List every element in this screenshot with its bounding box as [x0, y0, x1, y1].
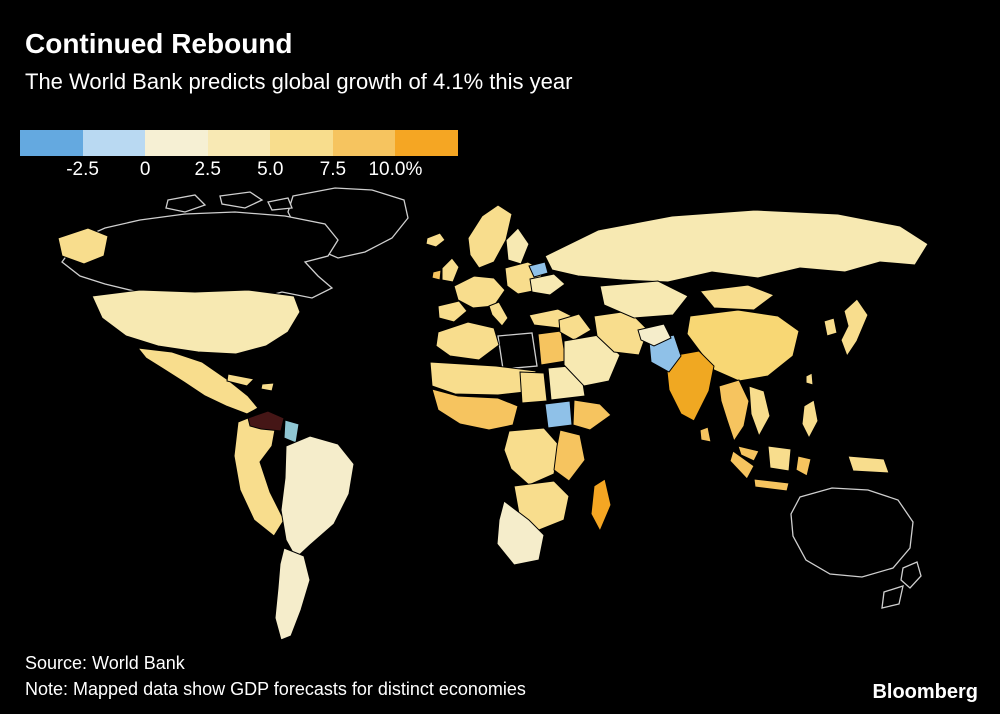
region-ukraine	[529, 273, 566, 296]
note-line: Note: Mapped data show GDP forecasts for…	[25, 679, 526, 699]
region-australia	[790, 487, 914, 578]
region-new-zealand	[881, 585, 904, 609]
region-malaysia	[737, 445, 760, 462]
region-brazil	[280, 435, 355, 559]
region-east-africa	[553, 429, 586, 482]
region-new-guinea	[847, 455, 890, 474]
region-korea	[823, 317, 838, 337]
region-sumatra	[729, 450, 755, 480]
region-iceland	[425, 232, 446, 248]
region-madagascar	[590, 478, 612, 533]
chart-header: Continued Rebound The World Bank predict…	[25, 28, 572, 96]
legend-color-segment	[20, 130, 83, 156]
chart-footer: Source: World Bank Note: Mapped data sho…	[25, 650, 526, 702]
region-italy	[488, 301, 509, 327]
region-russia	[544, 209, 929, 283]
region-west-africa	[431, 388, 519, 431]
region-new-zealand	[900, 561, 922, 589]
region-india	[666, 350, 715, 422]
region-finland	[505, 227, 530, 265]
region-morocco-algeria	[435, 321, 500, 361]
legend-tick: -2.5	[66, 159, 99, 180]
region-vietnam-laos	[748, 385, 771, 438]
region-drc	[503, 427, 560, 486]
legend-tick-labels: -2.5 0 2.5 5.0 7.5 10.0%	[20, 156, 458, 182]
legend-tick: 10.0%	[368, 159, 423, 180]
source-line: Source: World Bank	[25, 653, 185, 673]
region-uk	[441, 257, 460, 283]
region-south-sudan	[544, 400, 573, 429]
legend-color-segment	[395, 130, 459, 156]
region-ireland	[431, 269, 442, 281]
region-guyana	[283, 419, 300, 444]
region-arctic-island	[165, 194, 207, 213]
region-taiwan	[805, 372, 814, 386]
region-philippines	[801, 399, 819, 440]
region-belarus	[528, 261, 549, 278]
legend-tick: 2.5	[194, 159, 221, 180]
chart-title: Continued Rebound	[25, 28, 293, 59]
region-egypt	[537, 330, 567, 366]
legend-color-segment	[270, 130, 333, 156]
region-iberia	[437, 300, 468, 323]
legend-color-segment	[207, 130, 271, 156]
region-china	[686, 309, 800, 382]
region-afghanistan	[637, 323, 672, 347]
region-libya	[497, 332, 538, 370]
region-colombia-peru	[233, 413, 285, 537]
legend-color-segment	[82, 130, 146, 156]
region-scandinavia	[467, 204, 513, 269]
region-mexico-central-america	[136, 347, 259, 415]
region-cuba	[226, 373, 256, 387]
region-arctic-island	[219, 191, 264, 209]
region-borneo	[767, 445, 792, 472]
region-hispaniola	[260, 382, 275, 392]
region-chad	[519, 371, 548, 404]
region-usa	[91, 289, 301, 355]
region-alaska	[57, 227, 109, 265]
legend-tick: 0	[139, 159, 151, 180]
region-sahel	[429, 361, 537, 396]
legend-color-segment	[145, 130, 208, 156]
region-myanmar-thailand	[718, 379, 750, 443]
region-sri-lanka	[699, 426, 712, 443]
region-ethiopia-horn	[572, 399, 612, 431]
region-japan	[840, 298, 869, 358]
region-levant-iraq	[558, 313, 592, 341]
region-venezuela	[247, 410, 285, 432]
chart-subtitle: The World Bank predicts global growth of…	[25, 69, 573, 94]
region-arctic-island	[267, 197, 293, 211]
region-mongolia	[699, 284, 776, 311]
color-scale-legend: -2.5 0 2.5 5.0 7.5 10.0%	[20, 130, 459, 182]
legend-color-bar	[20, 130, 459, 156]
legend-tick: 5.0	[257, 159, 284, 180]
region-argentina-chile	[274, 547, 311, 641]
region-south-africa	[496, 500, 545, 566]
legend-tick: 7.5	[319, 159, 347, 180]
region-java	[753, 478, 790, 492]
region-western-europe	[453, 275, 506, 309]
bloomberg-logo: Bloomberg	[872, 681, 978, 703]
region-canada	[61, 211, 339, 303]
region-sulawesi	[795, 455, 812, 477]
region-central-asia	[599, 280, 689, 319]
legend-color-segment	[332, 130, 396, 156]
